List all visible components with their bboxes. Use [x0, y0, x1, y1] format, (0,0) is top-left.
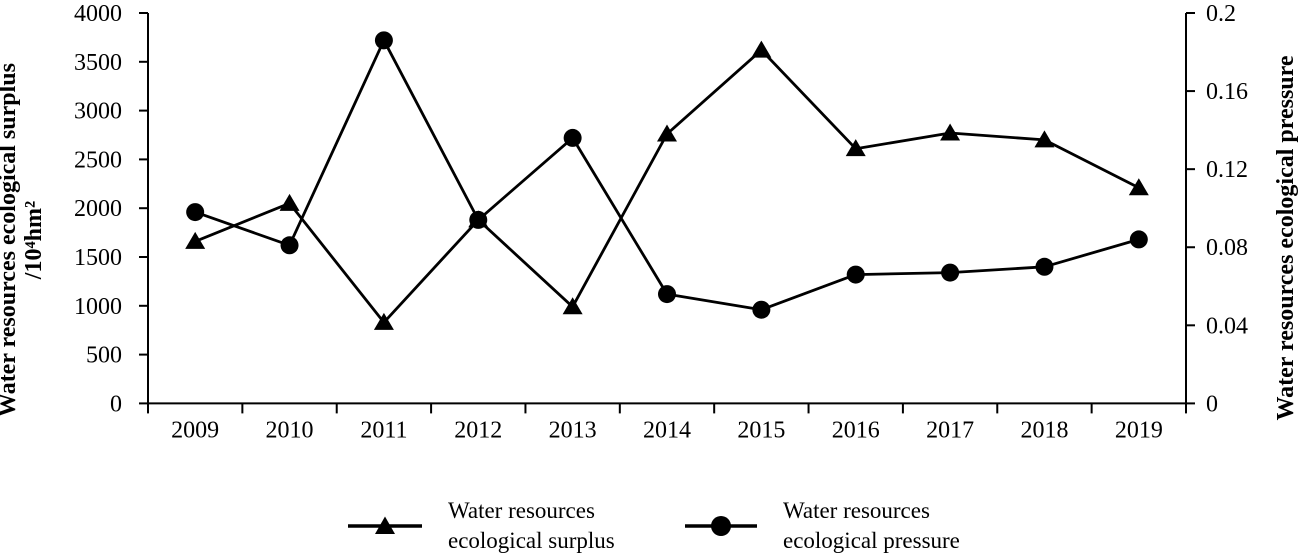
series-pressure-marker	[1129, 230, 1148, 249]
x-axis-tick-label: 2014	[643, 417, 691, 443]
right-axis-title: Water resources ecological pressure	[1273, 38, 1299, 438]
left-axis-tick-label: 4000	[74, 1, 122, 27]
x-axis-tick-label: 2011	[360, 417, 407, 443]
x-axis-tick-label: 2012	[454, 417, 502, 443]
right-axis-tick-label: 0.08	[1206, 235, 1248, 261]
x-axis-tick-label: 2009	[171, 417, 219, 443]
x-axis-tick-label: 2019	[1115, 417, 1163, 443]
x-axis-tick-label: 2015	[737, 417, 785, 443]
series-pressure-marker	[186, 203, 205, 222]
series-pressure-marker	[280, 236, 299, 255]
series-surplus-marker	[657, 124, 677, 142]
left-axis-title: Water resources ecological surplus /10⁴h…	[0, 40, 47, 440]
right-axis-tick-label: 0.2	[1206, 1, 1236, 27]
series-pressure-marker	[469, 210, 488, 229]
legend-label-surplus-line2: ecological surplus	[448, 528, 615, 553]
legend-item-surplus: Water resources ecological surplus	[348, 494, 615, 558]
right-axis-tick-label: 0	[1206, 391, 1218, 417]
series-pressure-marker	[1035, 257, 1054, 276]
series-pressure-marker	[374, 31, 393, 50]
left-axis-tick-label: 500	[86, 343, 122, 369]
series-pressure-marker	[658, 285, 676, 304]
series-surplus-marker	[1128, 178, 1149, 196]
triangle-marker-icon	[348, 516, 422, 534]
series-surplus-line	[194, 48, 1140, 324]
x-axis-tick-label: 2010	[266, 417, 314, 443]
series-surplus-marker	[845, 139, 866, 157]
right-axis-tick-label: 0.12	[1206, 157, 1248, 183]
left-axis-tick-label: 2500	[74, 147, 122, 173]
x-axis-tick-label: 2016	[832, 417, 880, 443]
left-axis-tick-label: 0	[110, 391, 122, 417]
legend-label-pressure-line1: Water resources	[783, 498, 930, 523]
series-surplus-marker	[185, 231, 206, 249]
legend-label-pressure-line2: ecological pressure	[783, 528, 960, 553]
circle-marker-icon	[685, 516, 757, 536]
legend-label-surplus: Water resources ecological surplus	[448, 496, 615, 556]
x-axis-tick-label: 2013	[549, 417, 597, 443]
series-surplus-marker	[751, 40, 772, 58]
left-axis-title-line1: Water resources ecological surplus	[0, 63, 21, 417]
series-surplus-marker	[279, 193, 300, 211]
right-axis-tick-label: 0.16	[1206, 79, 1248, 105]
x-axis-tick-label: 2017	[926, 417, 974, 443]
right-axis-title-text: Water resources ecological pressure	[1273, 55, 1299, 421]
left-axis-tick-label: 1500	[74, 245, 122, 271]
series-pressure-marker	[846, 265, 865, 284]
x-axis-tick-label: 2018	[1020, 417, 1068, 443]
left-axis-tick-label: 2000	[74, 196, 122, 222]
series-pressure-line	[194, 38, 1140, 312]
legend-label-surplus-line1: Water resources	[448, 498, 595, 523]
series-surplus-marker	[1034, 130, 1055, 148]
left-axis-tick-label: 3000	[74, 99, 122, 125]
series-surplus-marker	[940, 123, 961, 141]
series-pressure-marker	[563, 128, 582, 147]
series-pressure-marker	[752, 300, 771, 319]
left-axis-title-unit: /10⁴hm²	[21, 200, 47, 280]
right-axis-tick-label: 0.04	[1206, 313, 1248, 339]
legend-item-pressure: Water resources ecological pressure	[685, 494, 960, 558]
legend-label-pressure: Water resources ecological pressure	[783, 496, 960, 556]
left-axis-tick-label: 1000	[74, 294, 122, 320]
series-surplus-marker	[562, 297, 583, 315]
series-surplus-marker	[373, 312, 394, 330]
series-pressure-marker	[941, 263, 960, 282]
left-axis-tick-label: 3500	[74, 50, 122, 76]
